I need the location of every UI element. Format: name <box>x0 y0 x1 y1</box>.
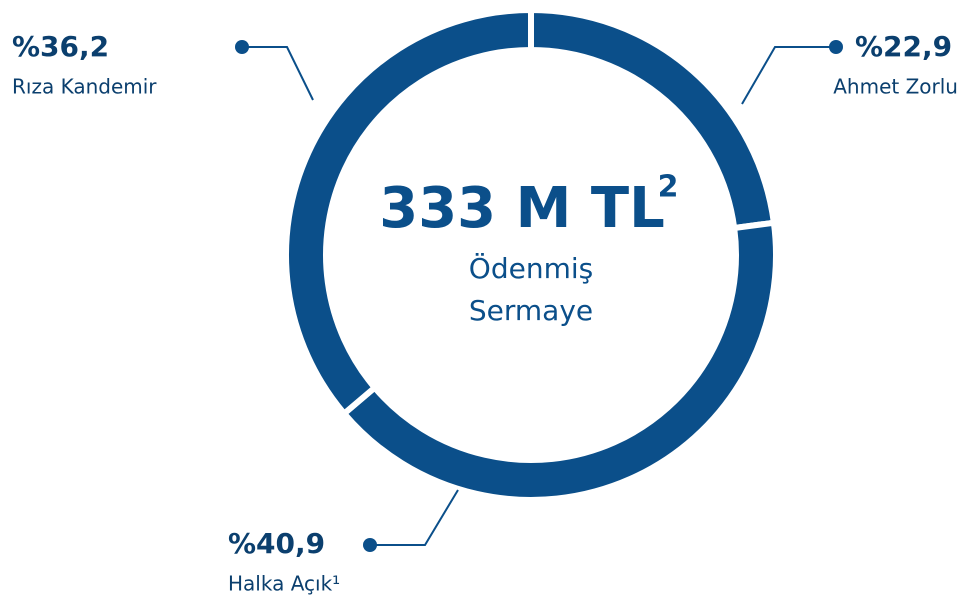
leader-line <box>242 46 314 101</box>
value-label: %40,9 <box>228 527 325 560</box>
category-label: Rıza Kandemir <box>12 75 157 99</box>
category-label: Halka Açık¹ <box>228 572 340 596</box>
leader-dot <box>235 40 249 54</box>
value-label: %22,9 <box>855 30 952 63</box>
value-label: %36,2 <box>12 30 109 63</box>
leader-dot <box>829 40 843 54</box>
center-subtitle: Ödenmiş <box>469 251 593 285</box>
center-title-note: 2 <box>658 170 679 205</box>
center-subtitle: Sermaye <box>469 294 593 327</box>
leader-line <box>370 489 459 546</box>
leader-line <box>741 46 836 105</box>
donut-segment <box>283 6 534 418</box>
center-title: 333 M TL <box>379 176 665 241</box>
category-label: Ahmet Zorlu <box>833 75 958 99</box>
leader-dot <box>363 538 377 552</box>
